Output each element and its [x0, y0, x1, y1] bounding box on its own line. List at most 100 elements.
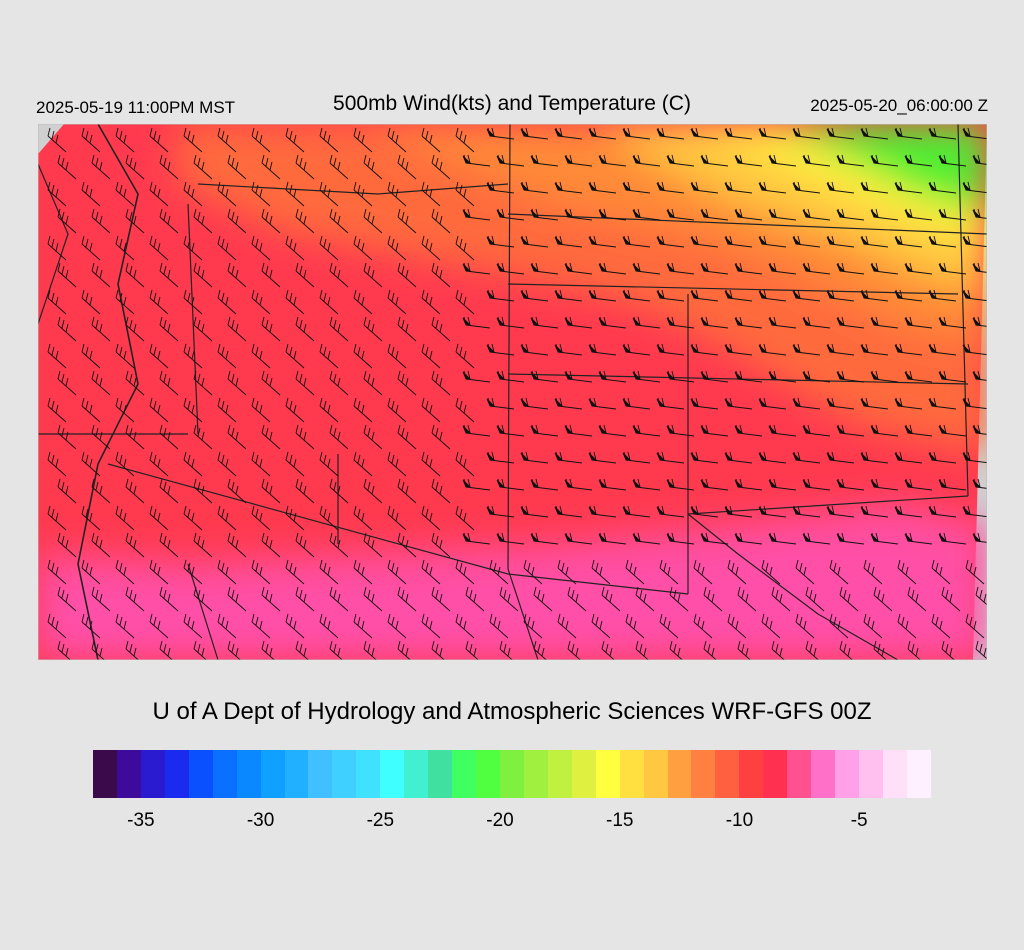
wind-barb — [251, 181, 271, 207]
wind-barb — [894, 343, 923, 356]
wind-barb — [353, 289, 373, 315]
wind-barb — [421, 613, 441, 639]
wind-barb — [81, 181, 101, 207]
wind-barb — [870, 208, 899, 221]
colorbar-swatch — [523, 750, 548, 798]
wind-barb — [81, 127, 101, 153]
wind-barb — [295, 208, 315, 234]
colorbar-tick-label: -25 — [366, 810, 395, 831]
wind-barb — [387, 289, 407, 315]
wind-barb — [91, 154, 111, 180]
wind-barb — [802, 478, 831, 491]
wind-barb — [972, 478, 987, 489]
wind-barb — [57, 154, 77, 180]
wind-barb — [431, 262, 451, 288]
wind-barb — [363, 316, 383, 342]
wind-barb — [768, 262, 797, 275]
wind-barb — [397, 262, 417, 288]
wind-barb — [792, 505, 821, 518]
wind-barb — [227, 532, 247, 558]
wind-barb — [227, 424, 247, 450]
wind-barb — [431, 316, 451, 342]
wind-barb — [598, 478, 627, 491]
wind-barb — [183, 613, 203, 639]
wind-barb — [57, 370, 77, 396]
wind-barb — [768, 208, 797, 221]
wind-barb — [387, 181, 407, 207]
wind-barb — [904, 478, 933, 491]
wind-barb — [329, 316, 349, 342]
wind-barb — [656, 343, 685, 356]
wind-barb — [588, 451, 617, 464]
wind-barb — [319, 343, 339, 369]
wind-barb — [690, 343, 719, 356]
wind-barb — [397, 586, 417, 612]
wind-barb — [826, 235, 855, 248]
wind-barb — [962, 127, 987, 140]
wind-barb — [734, 478, 763, 491]
wind-barb — [115, 235, 135, 261]
wind-barb — [499, 586, 519, 612]
wind-barb — [285, 613, 305, 639]
wind-barb — [115, 289, 135, 315]
wind-barb — [768, 154, 797, 167]
wind-barb — [217, 613, 237, 639]
wind-barb — [397, 208, 417, 234]
wind-barb — [826, 127, 855, 140]
wind-barb — [47, 343, 67, 369]
wind-barb — [598, 316, 627, 329]
colorbar-swatch — [811, 750, 836, 798]
wind-barb — [455, 397, 475, 423]
wind-barb — [802, 154, 831, 167]
wind-barb — [622, 397, 651, 410]
colorbar-swatch — [906, 750, 931, 798]
wind-barb — [554, 181, 583, 194]
wind-barb — [462, 316, 491, 329]
wind-barb — [622, 127, 651, 140]
wind-barb — [805, 586, 825, 612]
wind-barb — [455, 181, 475, 207]
colorbar-tick-label: -35 — [127, 810, 155, 831]
wind-barb — [319, 559, 339, 585]
wind-barb — [227, 640, 242, 660]
wind-barb — [894, 181, 923, 194]
wind-barb — [826, 397, 855, 410]
wind-barb — [520, 451, 549, 464]
wind-barb — [972, 154, 987, 165]
wind-barb — [295, 586, 315, 612]
wind-barb — [295, 262, 315, 288]
wind-barb — [353, 559, 373, 585]
wind-barb — [81, 505, 101, 531]
wind-barb — [656, 289, 685, 302]
wind-barb — [57, 424, 77, 450]
colorbar-swatch — [332, 750, 357, 798]
wind-barb — [486, 181, 515, 194]
wind-barb — [938, 154, 967, 167]
wind-barb — [47, 613, 67, 639]
wind-barb — [91, 370, 111, 396]
wind-barb — [251, 397, 271, 423]
wind-barb — [870, 370, 899, 383]
colorbar-swatch — [595, 750, 620, 798]
wind-barb — [81, 289, 101, 315]
wind-barb — [700, 208, 729, 221]
wind-barb — [295, 316, 315, 342]
wind-barb — [261, 154, 281, 180]
wind-barb — [115, 613, 135, 639]
colorbar-swatch — [667, 750, 692, 798]
wind-barb — [965, 559, 985, 585]
wind-barb — [353, 343, 373, 369]
wind-barb — [455, 613, 475, 639]
wind-barb — [554, 289, 583, 302]
wind-barb — [363, 586, 383, 612]
colorbar-swatch — [547, 750, 572, 798]
wind-barb — [193, 262, 213, 288]
wind-barb — [462, 370, 491, 383]
wind-barb — [285, 127, 305, 153]
wind-barb — [700, 532, 729, 545]
wind-barb — [826, 181, 855, 194]
wind-barb — [217, 559, 237, 585]
wind-barb — [149, 505, 169, 531]
wind-barb — [520, 505, 549, 518]
wind-barb — [115, 397, 135, 423]
